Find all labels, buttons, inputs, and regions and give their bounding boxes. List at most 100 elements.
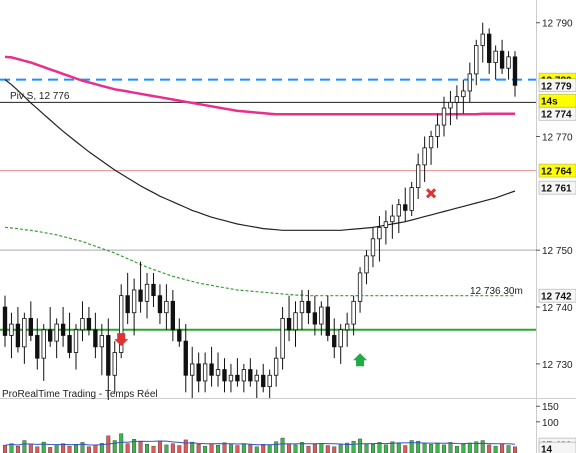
volume-bar — [396, 443, 401, 453]
volume-bar — [119, 433, 124, 453]
candle-body — [506, 56, 511, 69]
candle-body — [99, 335, 105, 348]
candle-body — [138, 289, 143, 302]
candle-body — [112, 352, 117, 376]
candle-body — [215, 369, 221, 376]
price-badge: 12 779 — [541, 81, 572, 92]
volume-bar — [157, 440, 162, 453]
volume-bar — [454, 445, 459, 453]
up-arrow-icon — [353, 353, 368, 367]
volume-bar — [487, 444, 492, 453]
volume-badge-bg — [538, 441, 576, 453]
plot-background — [0, 0, 536, 398]
volume-bar — [254, 446, 259, 453]
candle-body — [235, 374, 240, 382]
volume-bar — [48, 447, 53, 453]
candle-body — [344, 323, 350, 331]
volume-bar — [86, 446, 91, 453]
volume-bar — [3, 445, 7, 453]
candle-body — [448, 101, 453, 109]
candle-body — [22, 317, 27, 348]
down-arrow-icon — [114, 333, 129, 347]
volume-bar — [248, 444, 253, 453]
volume-bar — [429, 444, 434, 453]
volume-bar — [145, 444, 150, 453]
price-badge-bg — [538, 180, 576, 195]
price-badge: 12 774 — [541, 110, 572, 121]
volume-bar — [506, 445, 511, 453]
volume-bar — [125, 443, 130, 453]
volume-bar — [170, 443, 175, 453]
candle-body — [377, 227, 382, 240]
volume-bar — [203, 445, 208, 453]
candle-body — [332, 335, 337, 348]
ma-pink — [4, 55, 515, 116]
volume-bar — [383, 444, 388, 453]
volume-bar — [177, 445, 182, 453]
volume-bar — [467, 442, 472, 453]
candle-body — [338, 329, 343, 348]
volume-bar — [513, 446, 517, 453]
volume-bar — [164, 444, 169, 453]
volume-bar — [461, 444, 466, 453]
price-badge: 12 742 — [541, 292, 572, 303]
green-level-label: 12 736 30m — [470, 286, 523, 297]
volume-bar — [74, 444, 78, 453]
candle-body — [228, 374, 234, 382]
axis-tick-label: 12 750 — [542, 246, 573, 257]
candle-body — [357, 272, 363, 302]
volume-bar — [409, 440, 414, 453]
candle-body — [125, 295, 130, 314]
volume-bar — [377, 442, 382, 453]
candle-body — [131, 289, 137, 314]
volume-bar — [112, 440, 117, 453]
ma-green-dashed — [4, 226, 515, 297]
candle-body — [306, 300, 311, 314]
candle-body — [383, 221, 389, 228]
volume-bar — [15, 445, 20, 453]
candle-body — [28, 317, 33, 336]
candle-body — [2, 306, 8, 336]
cross-icon — [426, 188, 437, 199]
candle-body — [119, 295, 124, 353]
volume-bar — [61, 443, 66, 453]
candle-body — [319, 306, 324, 325]
volume-bar — [358, 438, 363, 453]
candle-body — [396, 204, 401, 217]
candle-body — [15, 323, 21, 348]
candle-body — [435, 124, 440, 137]
price-badge: 12 761 — [541, 184, 572, 195]
volume-average — [4, 440, 516, 446]
candle-body — [93, 329, 98, 348]
axis-tick-label: 12 790 — [542, 19, 573, 30]
volume-bar — [35, 446, 40, 453]
volume-bar — [138, 441, 143, 453]
candle-body — [351, 300, 356, 325]
volume-bar — [209, 443, 214, 453]
candle-body — [364, 255, 369, 274]
volume-bar — [183, 439, 188, 453]
candle-body — [106, 335, 111, 376]
candle-body — [196, 363, 201, 382]
volume-bar — [338, 444, 343, 453]
horizontal-levels — [0, 78, 536, 331]
candlesticks — [2, 22, 518, 410]
candle-body — [512, 56, 518, 86]
volume-bar — [196, 444, 201, 453]
candle-body — [73, 329, 79, 353]
candle-body — [144, 283, 150, 302]
candle-body — [293, 312, 298, 331]
volume-bar — [500, 443, 505, 453]
candle-body — [370, 238, 376, 257]
candle-body — [461, 90, 466, 98]
candle-body — [441, 107, 447, 126]
candle-body — [67, 335, 72, 353]
volume-bar — [312, 444, 317, 453]
candle-body — [183, 340, 188, 376]
volume-bar — [67, 445, 72, 453]
volume-bar — [235, 445, 240, 453]
volume-bar — [151, 445, 156, 453]
price-badge: 12 764 — [541, 167, 572, 178]
volume-bar — [54, 445, 59, 453]
